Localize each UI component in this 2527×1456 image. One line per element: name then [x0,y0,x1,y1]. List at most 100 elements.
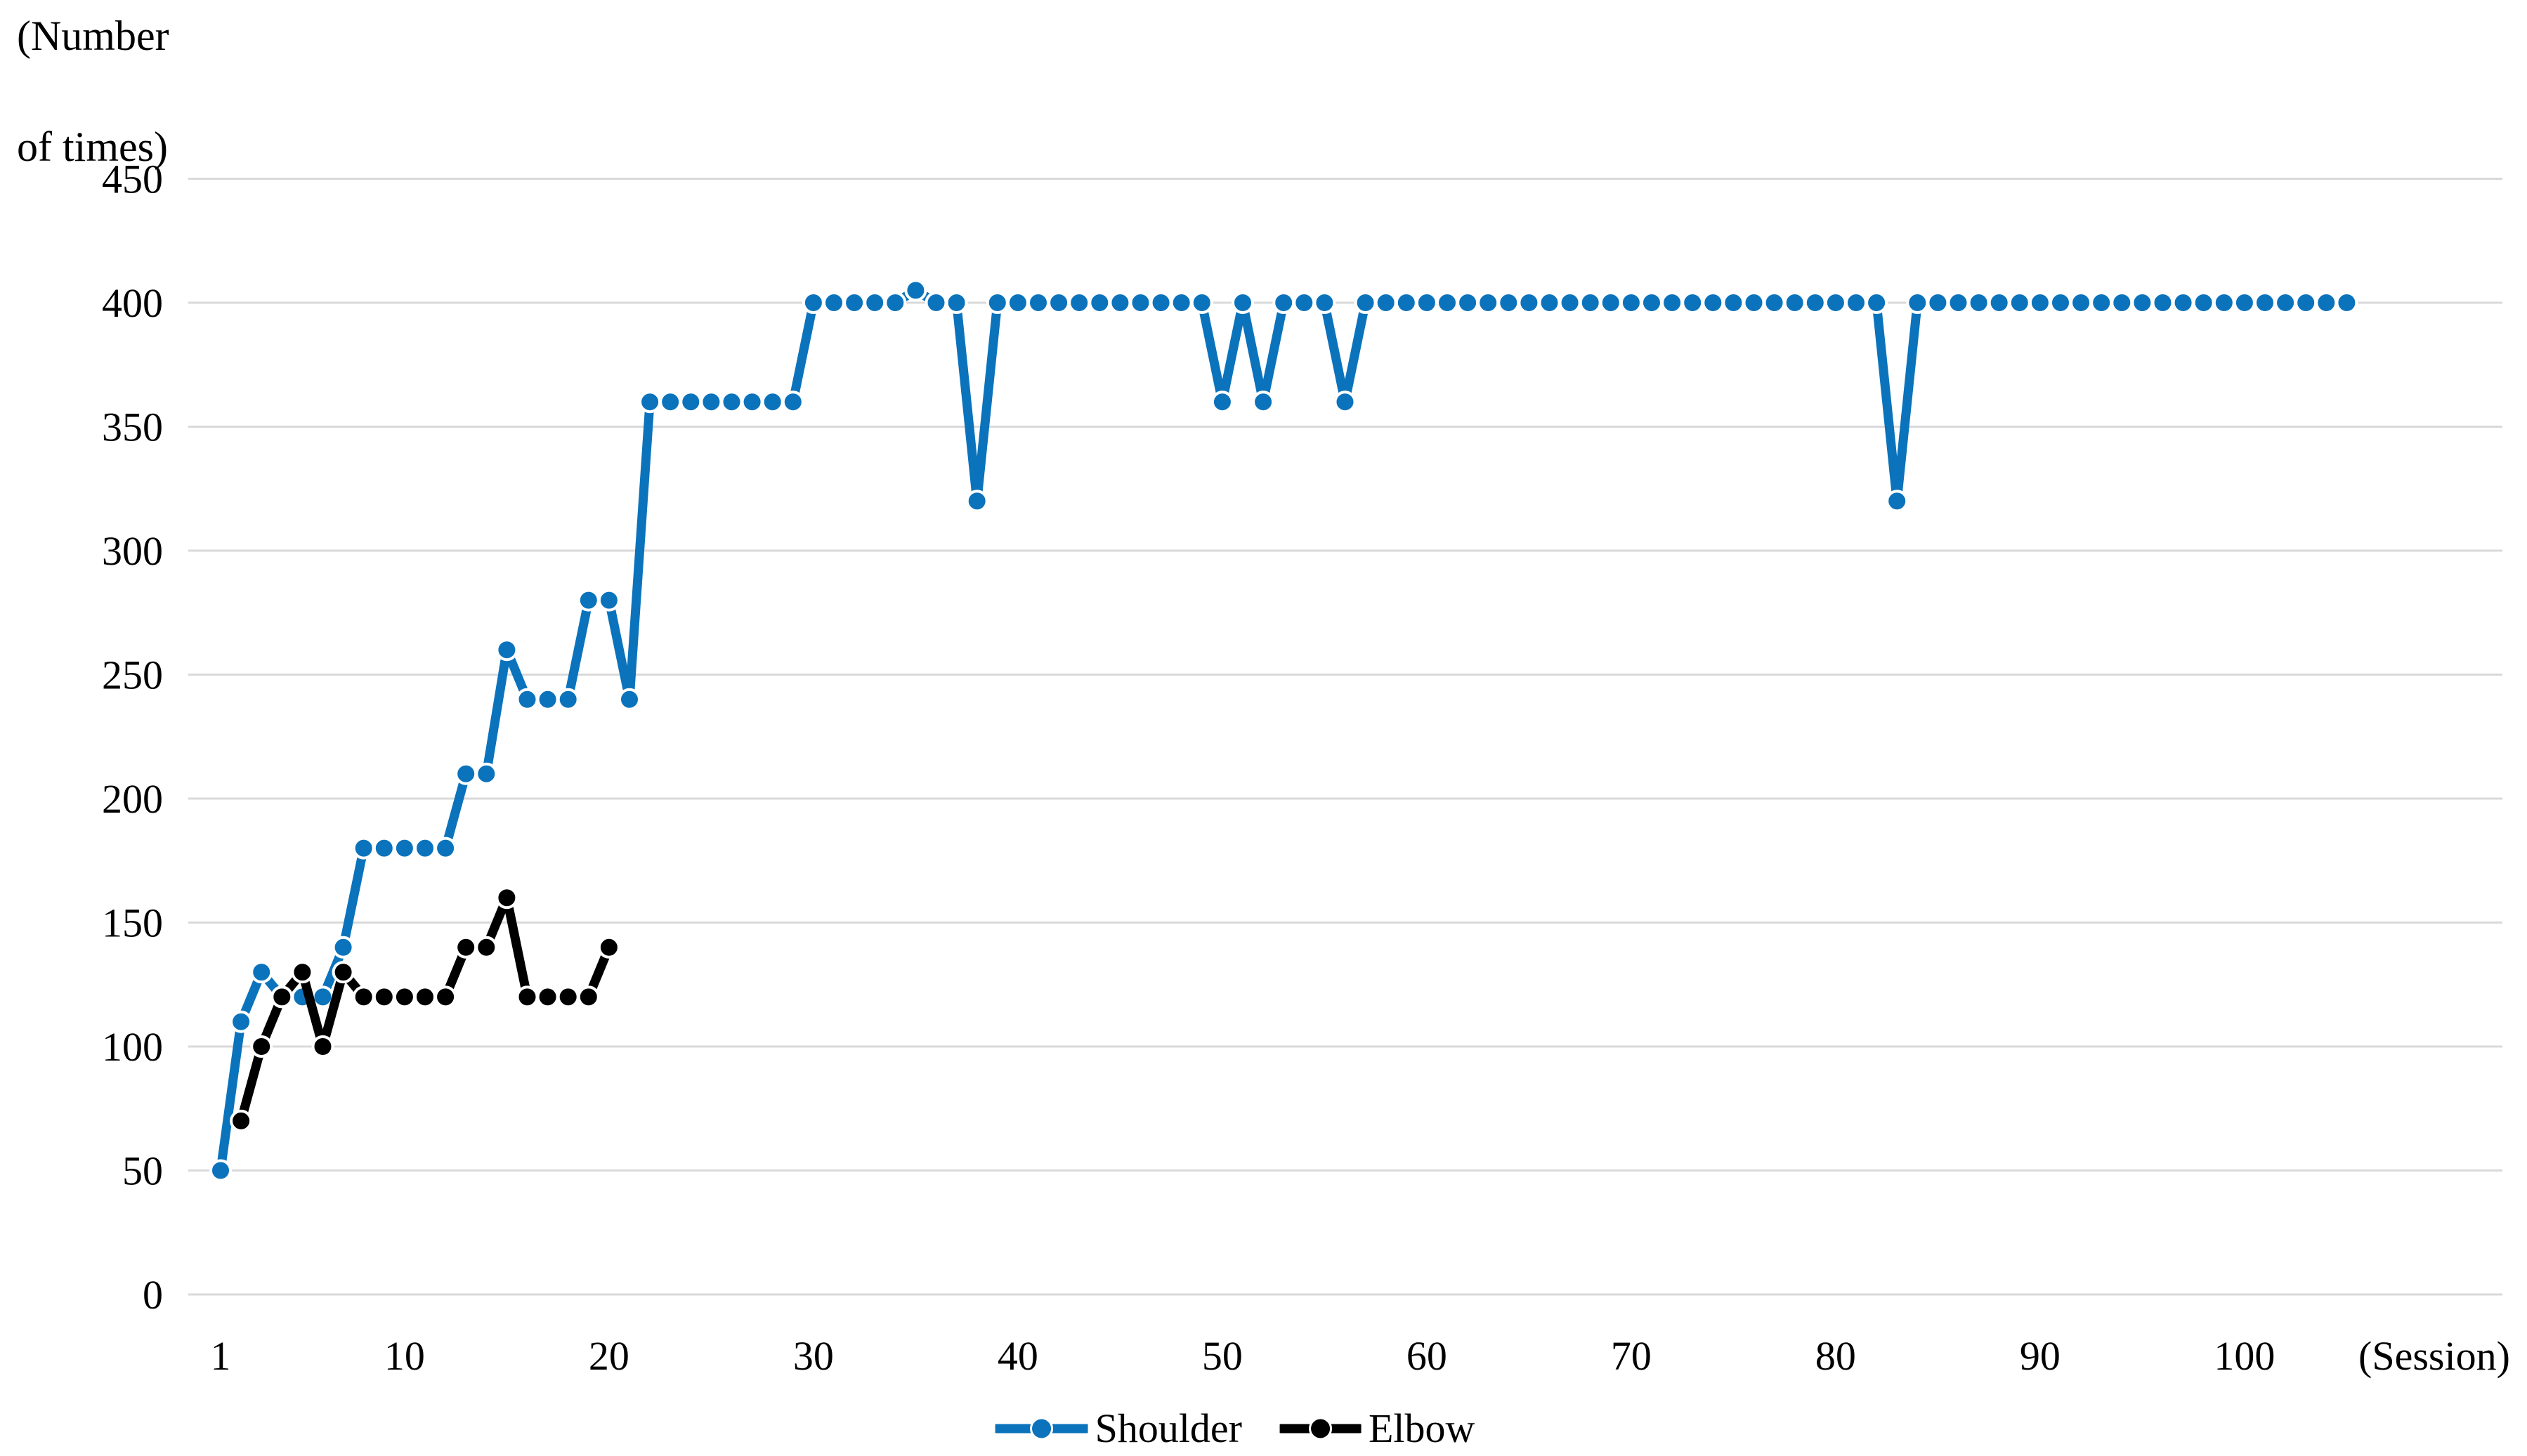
data-point-shoulder-s58 [1374,291,1397,314]
data-point-elbow-s5 [291,961,314,984]
data-point-elbow-s14 [475,936,498,959]
data-point-shoulder-s87 [1967,291,1990,314]
shoulder-line-marker-icon [995,1417,1088,1440]
x-tick-label-90: 90 [2020,1333,2061,1379]
data-point-shoulder-s39 [986,291,1009,314]
y-tick-label-400: 400 [102,280,163,326]
data-point-shoulder-s55 [1313,291,1336,314]
y-tick-label-0: 0 [143,1272,163,1318]
data-point-shoulder-s25 [700,391,723,414]
data-point-elbow-s16 [516,985,539,1009]
data-point-elbow-s9 [372,985,396,1009]
data-point-shoulder-s41 [1027,291,1050,314]
data-point-shoulder-s21 [618,688,641,711]
data-point-shoulder-s35 [904,279,927,302]
chart-legend: Shoulder Elbow [995,1405,1475,1452]
data-point-elbow-s13 [455,936,478,959]
data-point-shoulder-s20 [597,589,620,612]
data-point-shoulder-s62 [1456,291,1480,314]
data-point-shoulder-s17 [536,688,559,711]
legend-item-elbow: Elbow [1280,1405,1475,1452]
data-point-shoulder-s44 [1088,291,1111,314]
data-point-shoulder-s10 [393,837,416,860]
data-point-shoulder-s30 [802,291,825,314]
x-tick-label-80: 80 [1815,1333,1856,1379]
legend-item-shoulder: Shoulder [995,1405,1242,1452]
x-tick-label-100: 100 [2214,1333,2275,1379]
data-point-elbow-s20 [597,936,620,959]
data-point-shoulder-s78 [1783,291,1806,314]
shoulder-marker-dot [1030,1417,1054,1440]
data-point-shoulder-s85 [1926,291,1950,314]
data-point-shoulder-s101 [2254,291,2276,314]
data-point-shoulder-s92 [2070,291,2093,314]
data-point-elbow-s2 [230,1109,253,1132]
data-point-elbow-s17 [536,985,559,1009]
x-tick-label-30: 30 [793,1333,834,1379]
data-point-shoulder-s19 [577,589,600,612]
data-point-shoulder-s36 [925,291,948,314]
data-point-shoulder-s40 [1006,291,1029,314]
y-axis-title: (Number of times) [17,8,169,176]
data-point-shoulder-s24 [679,391,703,414]
data-point-shoulder-s59 [1395,291,1418,314]
x-tick-label-1: 1 [211,1333,231,1379]
y-tick-label-250: 250 [102,652,163,698]
data-point-shoulder-s103 [2294,291,2318,314]
data-point-shoulder-s61 [1436,291,1458,314]
data-point-shoulder-s49 [1190,291,1213,314]
data-point-shoulder-s60 [1415,291,1438,314]
data-point-shoulder-s12 [434,837,457,860]
data-point-shoulder-s68 [1579,291,1602,314]
data-point-elbow-s10 [393,985,416,1009]
x-tick-label-60: 60 [1406,1333,1447,1379]
data-point-shoulder-s53 [1272,291,1295,314]
data-point-shoulder-s32 [843,291,866,314]
data-point-shoulder-s82 [1865,291,1888,314]
data-point-shoulder-s93 [2090,291,2113,314]
x-tick-label-50: 50 [1202,1333,1243,1379]
data-point-shoulder-s80 [1824,291,1847,314]
y-tick-label-450: 450 [102,157,163,202]
elbow-marker-dot [1309,1417,1333,1440]
data-point-shoulder-s31 [823,291,845,314]
data-point-elbow-s6 [311,1035,334,1058]
data-point-shoulder-s45 [1109,291,1132,314]
data-point-shoulder-s43 [1068,291,1091,314]
data-point-elbow-s18 [556,985,580,1009]
series-line-shoulder [216,285,2351,1175]
data-point-shoulder-s38 [965,490,988,513]
data-point-shoulder-s72 [1661,291,1684,314]
legend-label-elbow: Elbow [1369,1405,1475,1451]
data-point-elbow-s15 [495,886,518,910]
data-point-shoulder-s22 [639,391,662,414]
data-point-shoulder-s105 [2335,291,2358,314]
data-point-shoulder-s84 [1906,291,1929,314]
data-point-shoulder-s42 [1047,291,1071,314]
data-point-elbow-s4 [270,985,294,1009]
data-point-shoulder-s69 [1599,291,1622,314]
data-point-shoulder-s37 [945,291,968,314]
x-tick-label-70: 70 [1611,1333,1652,1379]
data-point-elbow-s11 [414,985,436,1009]
data-point-shoulder-s100 [2233,291,2256,314]
series-line-elbow [236,893,614,1126]
data-point-elbow-s19 [577,985,600,1009]
legend-label-shoulder: Shoulder [1095,1405,1242,1451]
data-point-shoulder-s57 [1354,291,1377,314]
data-point-shoulder-s83 [1886,490,1909,513]
data-point-shoulder-s2 [230,1010,253,1033]
data-point-elbow-s12 [434,985,457,1009]
data-point-shoulder-s79 [1803,291,1827,314]
data-point-shoulder-s99 [2212,291,2235,314]
data-point-shoulder-s27 [740,391,764,414]
data-point-elbow-s8 [352,985,375,1009]
data-point-shoulder-s11 [414,837,436,860]
data-point-shoulder-s1 [209,1159,232,1182]
data-point-shoulder-s67 [1558,291,1581,314]
data-point-shoulder-s9 [372,837,396,860]
y-axis-title-line1: (Number [17,13,169,59]
data-point-shoulder-s14 [475,762,498,785]
data-point-shoulder-s52 [1252,391,1275,414]
